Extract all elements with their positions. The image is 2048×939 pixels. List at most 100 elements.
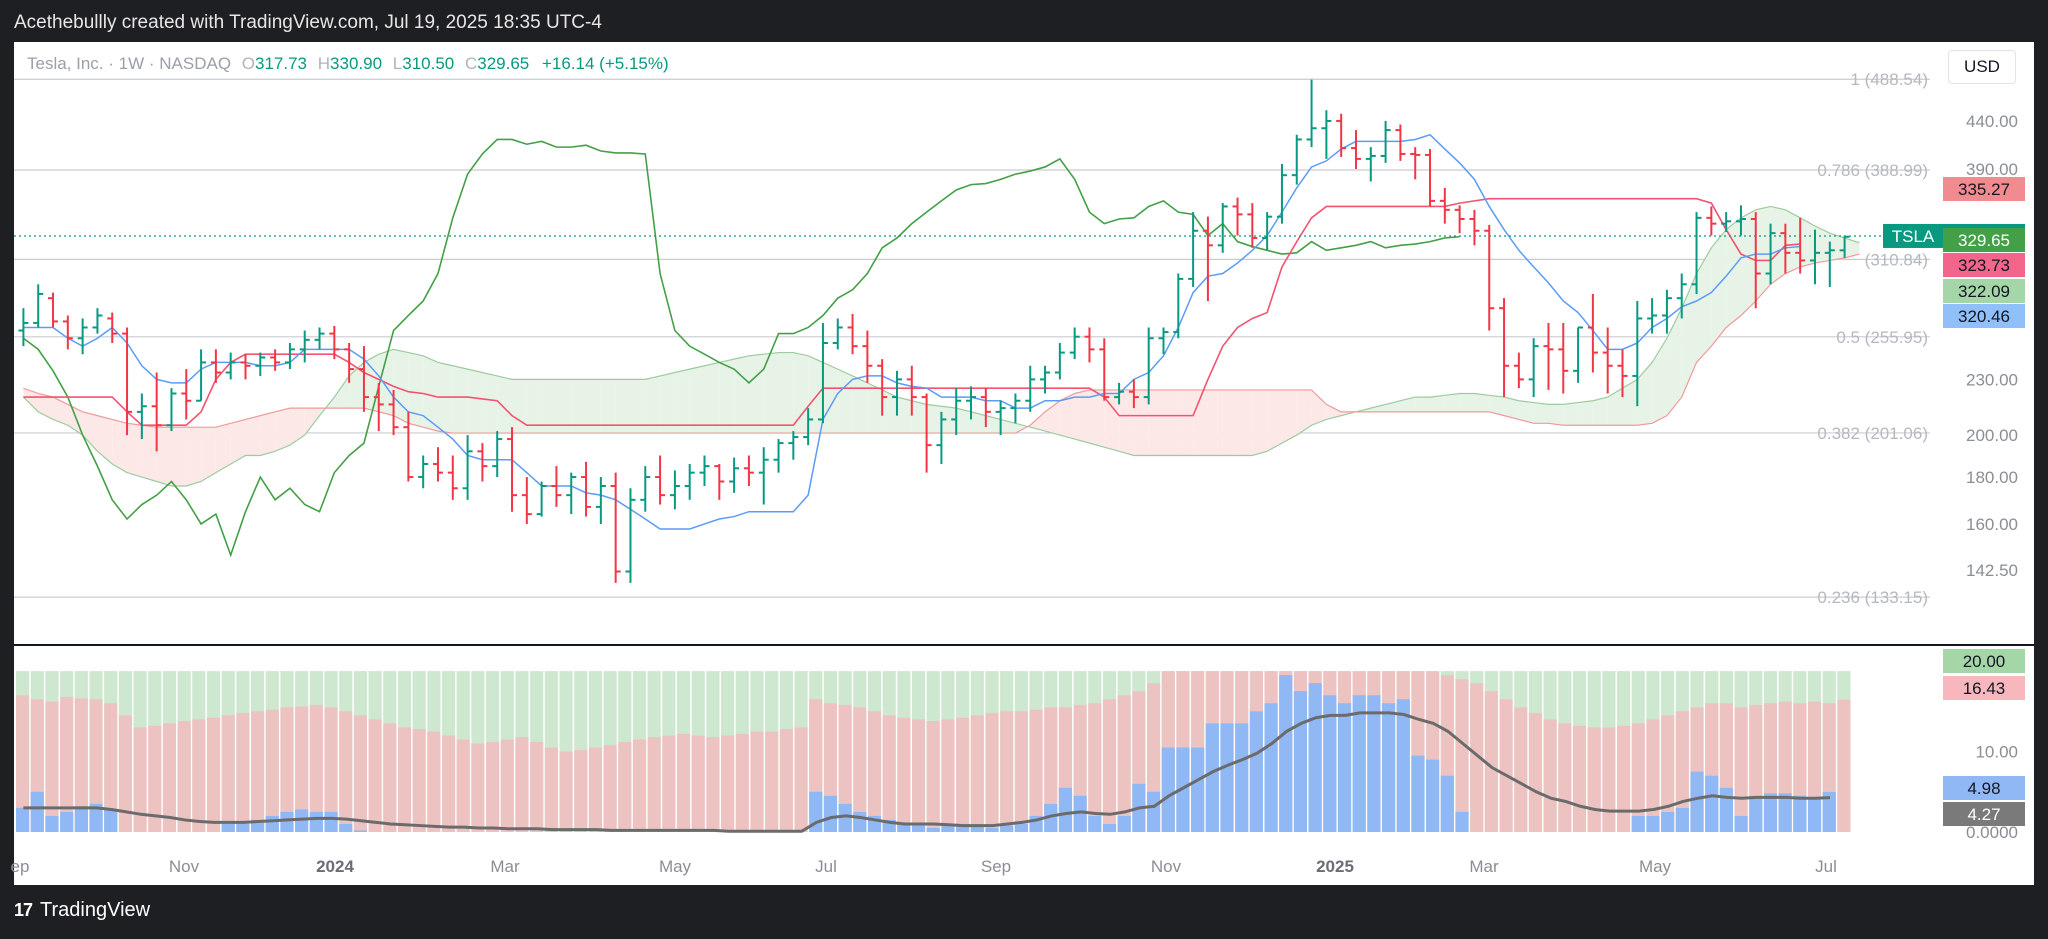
cloud-segment [1178,389,1194,456]
ohlc-bar [1454,205,1465,234]
high-value: 330.90 [330,54,383,73]
di-histogram-bar [1631,815,1645,832]
ohlc-bar [1025,365,1036,412]
di-minus-bar [1616,725,1631,832]
cloud-segment [23,388,39,412]
di-histogram-bar [941,825,955,832]
cloud-segment [1252,389,1268,456]
ohlc-bar [1750,212,1761,309]
cloud-segment [748,354,764,434]
price-tag [1943,253,2025,277]
cloud-segment [1681,273,1697,398]
tradingview-brand[interactable]: 17 TradingView [14,899,150,922]
cloud-segment [171,427,187,486]
ohlc-bar [1780,223,1791,274]
ohlc-bar [1380,120,1391,163]
ichimoku-lines [14,133,1940,558]
di-minus-bar [632,739,647,832]
di-minus-bar [897,717,911,832]
ohlc-bar [803,408,814,446]
cloud-segment [1785,209,1801,274]
ohlc-bar [1484,224,1495,331]
di-minus-bar [148,725,162,832]
di-histogram-bar [339,823,353,832]
di-histogram-bar [1293,691,1308,832]
di-histogram-bar [221,823,235,832]
open-value: 317.73 [255,54,308,73]
ohlc-bar [1824,241,1835,288]
di-minus-bar [339,711,353,832]
di-histogram-bar [1807,798,1822,832]
ohlc-bar [329,325,340,360]
di-minus-bar [970,715,984,832]
di-minus-bar [882,715,896,832]
di-minus-bar [1484,691,1498,832]
ohlc-bar [136,393,147,440]
ohlc-bar [1188,212,1199,288]
di-histogram-bar [30,791,44,832]
di-histogram-bar [89,803,103,832]
ohlc-bars [18,79,1850,583]
di-histogram-bar [1367,695,1381,832]
di-minus-bar [162,723,177,832]
cloud-segment [1622,379,1638,426]
cloud-segment [1592,397,1608,426]
ohlc-bar [743,455,754,486]
di-minus-bar [74,698,88,832]
di-minus-bar [956,717,970,832]
cloud-segment [1652,338,1667,424]
ohlc-bar [447,455,458,500]
di-histogram-bar [1220,723,1234,832]
di-minus-bar [676,733,691,832]
di-minus-bar [926,720,940,832]
cloud-segment [1740,209,1756,316]
ohlc-bar [1735,205,1746,236]
cloud-segment [1504,397,1519,420]
ohlc-bar [1262,212,1273,251]
ohlc-bar [1587,293,1598,373]
ohlc-bar [1054,342,1065,380]
di-histogram-bar [1426,759,1440,832]
cloud-segment [1326,404,1342,420]
ohlc-bar [314,327,325,350]
di-histogram-bar [1102,823,1117,832]
fib-label: 1 (488.54) [1851,70,1929,89]
cloud-segment [808,355,823,434]
di-histogram-bar [1161,747,1175,832]
footer: 17 TradingView [0,885,2048,939]
cloud-segment [822,362,838,434]
ohlc-bar [1232,197,1243,236]
di-histogram-bar [1793,795,1807,832]
di-histogram-bar [1675,807,1689,832]
di-histogram-bar [1073,795,1087,832]
ohlc-bar [1010,393,1021,424]
di-minus-bar [1029,709,1043,832]
cloud-segment [393,349,409,424]
currency-button[interactable]: USD [1948,50,2016,84]
low-value: 310.50 [402,54,455,73]
cloud-segment [704,362,720,434]
di-histogram-bar [1719,787,1733,832]
di-minus-bar [985,712,999,832]
cloud-segment [645,375,661,434]
di-histogram-bar [1308,683,1322,832]
di-minus-bar [588,747,603,832]
di-minus-bar [60,696,74,832]
cloud-segment [1030,411,1046,432]
cloud-segment [1237,389,1253,456]
ohlc-bar [1202,216,1213,302]
ohlc-bar [477,443,488,482]
cloud-segment [541,379,557,434]
cloud-segment [1207,389,1223,456]
ohlc-bar [1395,124,1406,161]
cloud-segment [837,369,853,434]
ohlc-bar [862,330,873,383]
cloud-segment [497,375,513,434]
ohlc-bar [284,342,295,370]
di-minus-bar [427,731,441,832]
time-tick-label: ep [11,857,30,876]
di-histogram-bar [295,809,309,832]
ohlc-bar [92,308,103,334]
di-minus-bar [221,715,235,832]
